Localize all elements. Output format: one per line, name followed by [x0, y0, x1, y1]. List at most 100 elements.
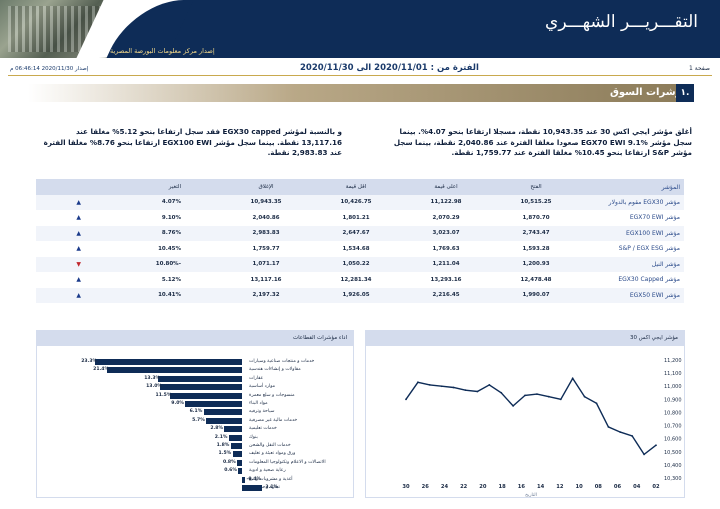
egx30-series-line	[405, 377, 657, 456]
low-value: 2,647.67	[342, 230, 370, 237]
header-high: اعلى قيمة	[434, 184, 458, 190]
x-tick-label: 02	[652, 484, 660, 490]
data-point	[595, 402, 598, 405]
sector-row: ورق ومواد تعبئة و تغليف 1.5%	[37, 450, 353, 458]
egx30-line-chart: 11,200 11,100 11,000 10,900 10,800 10,700 10,6…	[402, 358, 682, 498]
index-name: مؤشر EGX100 EWI	[626, 229, 680, 237]
index-name: مؤشر S&P / EGX ESG	[618, 245, 680, 253]
close-value: 13,117.16	[250, 276, 282, 283]
change-value: 5.12%	[161, 276, 181, 283]
x-tick-label: 14	[537, 484, 545, 490]
data-point	[524, 394, 526, 397]
open-value: 10,515.25	[520, 199, 552, 206]
change-value: 10.45%	[158, 245, 181, 252]
y-tick-label: 10,700	[664, 424, 682, 430]
data-point	[417, 381, 419, 384]
sector-bar	[228, 434, 242, 441]
table-row: مؤشر S&P / EGX ESG 1,593.28 1,769.63 1,534.…	[36, 241, 684, 257]
sector-row: موارد أساسية 13.0%	[37, 383, 353, 391]
table-row: مؤشر EGX30 Capped 12,478.48 13,293.16 12,28…	[36, 272, 684, 288]
close-value: 1,759.77	[252, 245, 280, 252]
arrow-up-icon: ▲	[76, 276, 81, 284]
data-point	[655, 444, 657, 447]
sector-value: 2.1%	[214, 434, 228, 440]
data-point	[440, 385, 443, 388]
y-tick-label: 11,200	[664, 358, 682, 364]
sector-label: رعاية صحية و ادوية	[249, 468, 286, 474]
sector-row: خدمات النقل والشحن 1.8%	[37, 442, 353, 450]
sector-value: -0.4%	[246, 476, 262, 482]
sector-row: سياحة وترفيه 6.1%	[37, 408, 353, 416]
low-value: 1,050.22	[342, 261, 370, 268]
sector-bar	[236, 459, 242, 466]
meta-row: صفحة 1 الفترة من : 2020/11/01 الى 2020/1…	[0, 62, 720, 76]
open-value: 2,743.47	[522, 230, 550, 237]
open-value: 1,990.07	[522, 292, 550, 299]
close-value: 2,040.86	[252, 214, 280, 221]
section-title: مؤشرات السوق	[609, 87, 688, 98]
sector-bar	[242, 485, 262, 491]
sector-label: بنوك	[249, 434, 258, 440]
sector-bar	[230, 443, 242, 449]
sector-value: 0.6%	[224, 468, 237, 474]
y-tick-label: 10,800	[664, 410, 682, 416]
sector-value: 23.3%	[81, 359, 98, 364]
x-tick-label: 20	[479, 484, 487, 490]
low-value: 1,534.68	[342, 245, 370, 252]
index-name: مؤشر النيل	[651, 260, 680, 268]
x-tick-label: 16	[518, 484, 526, 490]
index-name: مؤشر EGX70 EWI	[629, 214, 680, 222]
sector-label: الاتصالات و الاعلام وتكنولوجيا المعلومات	[249, 459, 326, 465]
sector-label: خدمات النقل والشحن	[249, 443, 291, 448]
report-banner: التقـــريـــر الشهـــري	[0, 0, 720, 58]
sector-row: خدمات و منتجات صناعية وسيارات 23.3%	[37, 358, 353, 366]
sector-value: -3.1%	[263, 485, 279, 490]
open-value: 1,870.70	[522, 214, 550, 221]
open-value: 12,478.48	[520, 276, 552, 283]
summary-paragraph-left: و بالنسبة لمؤشر EGX30 capped فقد سجل ارت…	[43, 127, 342, 157]
y-tick-label: 11,100	[664, 371, 682, 377]
index-name: مؤشر EGX30 Capped	[618, 276, 680, 284]
sector-value: 1.5%	[218, 451, 232, 457]
sector-row: تجارة و موزعون -3.1%	[37, 484, 353, 492]
arrow-up-icon: ▲	[76, 245, 81, 253]
sector-label: تجارة و موزعون	[249, 485, 280, 490]
arrow-up-icon: ▲	[76, 198, 81, 206]
sector-bar	[232, 451, 242, 458]
header-change: التغير	[168, 184, 181, 190]
data-point	[488, 384, 491, 386]
table-row: مؤشر EGX50 EWI 1,990.07 2,216.45 1,926.05 2,…	[36, 288, 684, 304]
sector-row: منسوجات و سلع معمرة 11.5%	[37, 392, 353, 400]
sector-bar	[185, 401, 242, 407]
sector-value: 21.4%	[93, 367, 110, 373]
data-point	[512, 404, 515, 407]
sector-value: 11.5%	[155, 392, 172, 398]
table-header: المؤشر الفتح اعلى قيمة اقل قيمة الإغلاق …	[36, 179, 684, 195]
sector-row: رعاية صحية و ادوية 0.6%	[37, 467, 353, 475]
sector-row: أغذية و مشروبات و تبغ -0.4%	[37, 476, 353, 484]
sectors-panel: اداء مؤشرات القطاعات خدمات و منتجات صناع…	[36, 330, 354, 498]
arrow-up-icon: ▲	[76, 214, 81, 222]
sector-label: خدمات مالية غير مصرفية	[249, 417, 298, 423]
arrow-down-icon: ▼	[76, 260, 81, 268]
sector-row: خدمات مالية غير مصرفية 5.7%	[37, 417, 353, 425]
report-period: الفترة من : 2020/11/01 الى 2020/11/30	[300, 63, 479, 73]
low-value: 10,426.75	[340, 199, 372, 206]
high-value: 1,769.63	[432, 245, 460, 252]
y-tick-label: 10,400	[664, 463, 682, 469]
arrow-up-icon: ▲	[76, 229, 81, 237]
close-value: 2,983.83	[252, 230, 280, 237]
index-name: مؤشر EGX50 EWI	[629, 291, 680, 299]
sector-bar	[224, 426, 242, 433]
low-value: 1,801.21	[342, 214, 370, 221]
data-point	[643, 453, 645, 456]
sector-bar	[169, 392, 242, 399]
sector-label: موارد أساسية	[249, 384, 276, 390]
data-point	[476, 390, 479, 393]
sector-row: مواد البناء 9.0%	[37, 400, 353, 408]
header-close: الإغلاق	[258, 184, 274, 190]
report-subtitle: إصدار مركز معلومات البورصة المصرية	[110, 47, 215, 55]
data-point	[631, 435, 634, 437]
sector-label: عقارات	[249, 375, 264, 381]
x-tick-label: 26	[422, 484, 430, 490]
